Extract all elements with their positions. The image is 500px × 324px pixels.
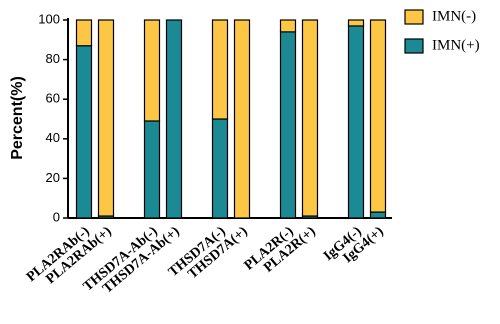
bar-segment: [347, 19, 365, 27]
bar-segment: [75, 45, 93, 219]
bar-segment: [143, 120, 161, 219]
y-axis-label: Percent(%): [9, 76, 26, 160]
bar-segment: [165, 19, 183, 219]
y-tick-label: 60: [46, 91, 60, 106]
legend-label: IMN(+): [432, 37, 480, 53]
legend-label: IMN(-): [432, 8, 476, 24]
bar-segment: [279, 19, 297, 33]
bar-segment: [347, 25, 365, 219]
y-tick-label: 0: [53, 209, 60, 224]
y-tick-label: 100: [38, 11, 60, 26]
legend-swatch: [404, 9, 424, 25]
bar-segment: [369, 211, 387, 219]
legend-swatch: [404, 38, 424, 54]
bar-segment: [301, 19, 319, 217]
bar-segment: [97, 19, 115, 217]
bar-segment: [211, 118, 229, 219]
bar-segment: [75, 19, 93, 47]
y-tick-label: 20: [46, 170, 60, 185]
bar-segment: [369, 19, 387, 213]
bar-segment: [143, 19, 161, 122]
y-tick-label: 40: [46, 130, 60, 145]
bar-segment: [279, 31, 297, 219]
bar-segment: [233, 19, 251, 219]
bar-segment: [211, 19, 229, 120]
y-tick-label: 80: [46, 51, 60, 66]
